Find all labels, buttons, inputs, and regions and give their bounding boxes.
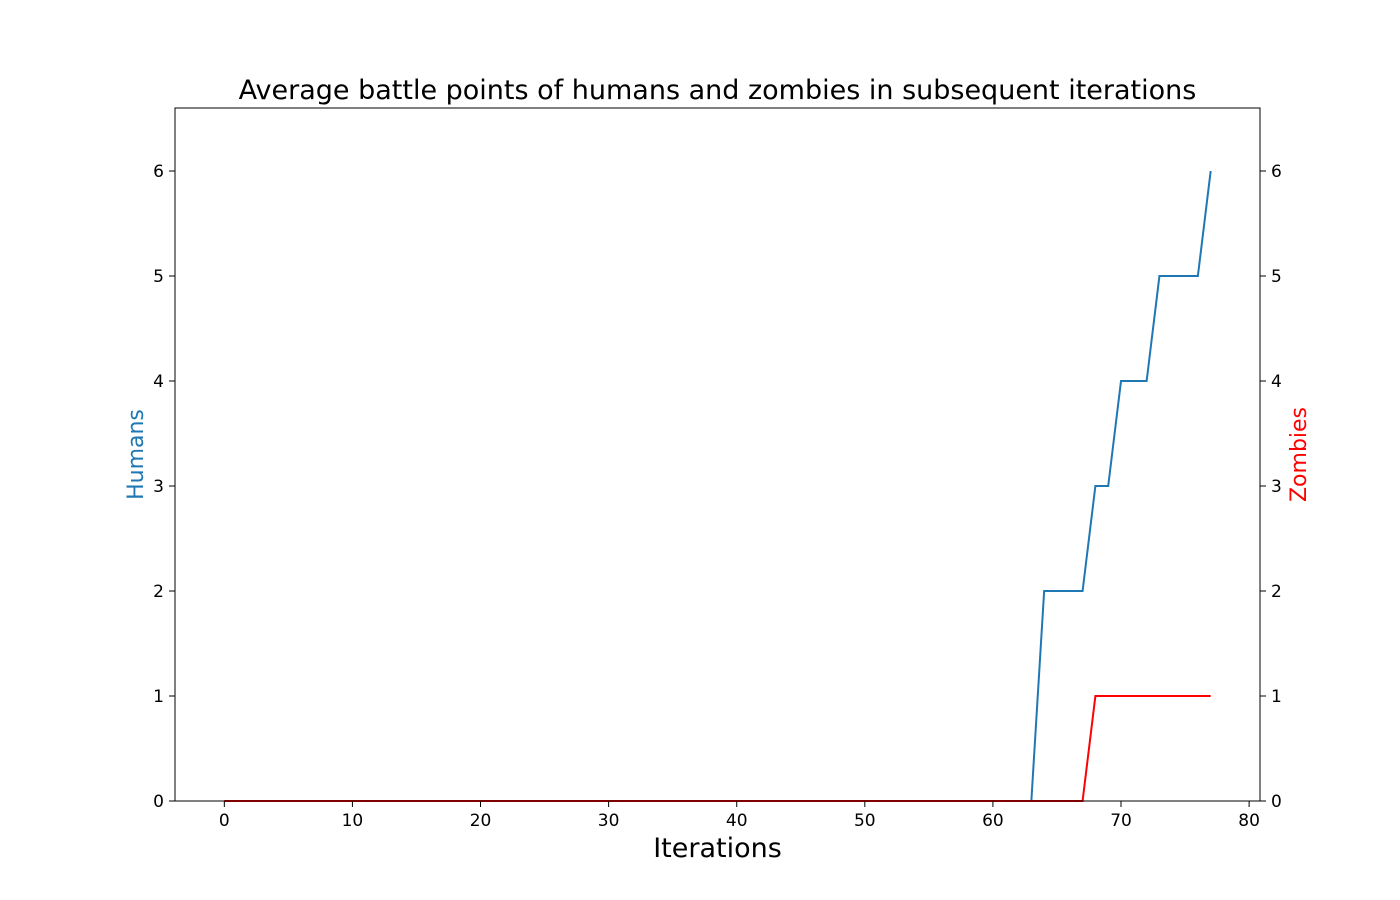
x-tick-label: 20 xyxy=(470,811,492,831)
series-line-zombies xyxy=(224,695,1211,802)
y-tick-label-right: 3 xyxy=(1271,477,1282,497)
y-tick-label-right: 4 xyxy=(1271,372,1282,392)
x-tick-label: 80 xyxy=(1238,811,1260,831)
y-tick-label-right: 1 xyxy=(1271,687,1282,707)
y-axis-label-humans: Humans xyxy=(124,409,149,500)
y-axis-label-zombies: Zombies xyxy=(1287,407,1312,502)
x-axis-label: Iterations xyxy=(653,833,782,864)
x-tick-label: 40 xyxy=(726,811,748,831)
y-tick-label-left: 0 xyxy=(153,792,164,812)
y-tick-label-left: 4 xyxy=(153,372,164,392)
y-tick-label-left: 3 xyxy=(153,477,164,497)
y-axis-right: 0 1 2 3 4 5 6 xyxy=(1260,162,1282,812)
x-tick-label: 60 xyxy=(982,811,1004,831)
y-tick-label-left: 2 xyxy=(153,582,164,602)
plot-frame xyxy=(174,107,1261,802)
y-axis-left: 0 1 2 3 4 5 6 xyxy=(153,162,175,812)
y-tick-label-left: 1 xyxy=(153,687,164,707)
x-tick-label: 0 xyxy=(219,811,230,831)
x-tick-label: 30 xyxy=(598,811,620,831)
x-axis: 0 10 20 30 40 50 60 70 80 xyxy=(219,801,1260,831)
chart-title: Average battle points of humans and zomb… xyxy=(239,75,1197,106)
y-tick-label-left: 5 xyxy=(153,267,164,287)
x-tick-label: 10 xyxy=(342,811,364,831)
series-line-humans xyxy=(224,170,1212,802)
y-tick-label-right: 6 xyxy=(1271,162,1282,182)
x-tick-label: 50 xyxy=(854,811,876,831)
series-lines xyxy=(224,170,1212,802)
y-tick-label-right: 5 xyxy=(1271,267,1282,287)
y-tick-label-left: 6 xyxy=(153,162,164,182)
y-tick-label-right: 0 xyxy=(1271,792,1282,812)
x-tick-label: 70 xyxy=(1110,811,1132,831)
y-tick-label-right: 2 xyxy=(1271,582,1282,602)
